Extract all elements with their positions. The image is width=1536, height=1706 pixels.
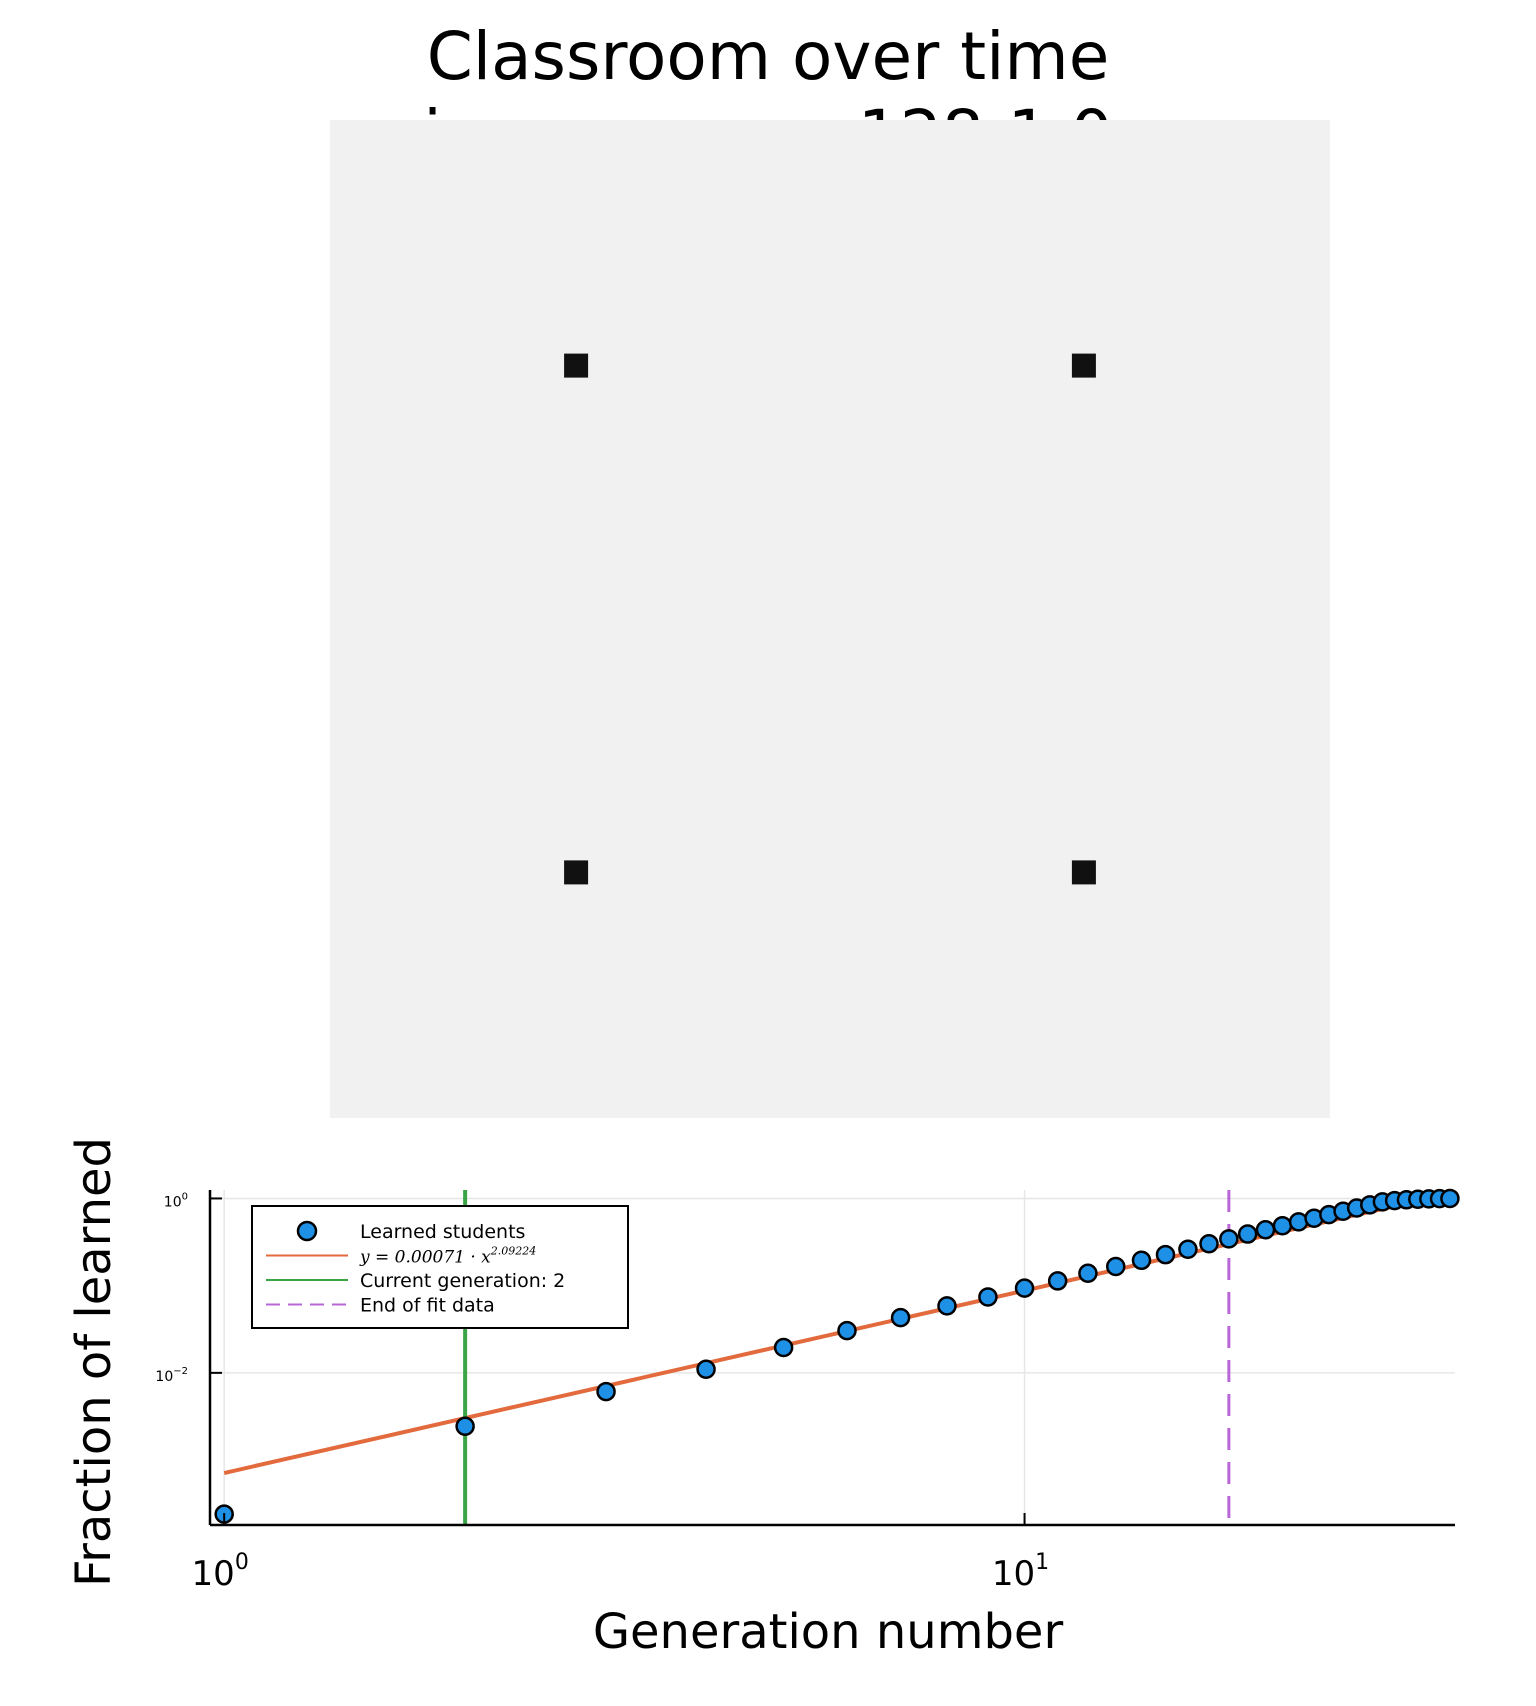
data-point: [1199, 1233, 1219, 1254]
classroom-grid: [330, 120, 1330, 1118]
data-point: [696, 1359, 716, 1380]
y-tick-label: 100: [164, 1191, 188, 1210]
x-tick-label: 101: [992, 1550, 1049, 1594]
data-point: [1237, 1224, 1258, 1244]
scatter-points-layer: [214, 1188, 1460, 1524]
y-tick-label: 10−2: [155, 1366, 188, 1385]
legend-label: Current generation: 2: [360, 1270, 565, 1292]
plot-axes: [208, 1190, 1455, 1527]
data-point: [1255, 1220, 1276, 1240]
learned-student-cell: [564, 353, 589, 378]
data-point: [1272, 1216, 1293, 1236]
legend-marker-scatter: [296, 1220, 318, 1242]
title-line-1: Classroom over time: [426, 18, 1110, 95]
legend-label: Learned students: [360, 1221, 525, 1243]
data-point: [1078, 1263, 1098, 1284]
data-point: [1155, 1244, 1176, 1265]
learned-student-cell: [1071, 353, 1096, 378]
data-point: [937, 1296, 957, 1316]
legend-label: End of fit data: [360, 1295, 495, 1317]
data-point: [1131, 1250, 1152, 1271]
data-point: [1014, 1278, 1035, 1298]
legend-label: y = 0.00071 · x2.09224: [359, 1245, 536, 1268]
plot-grid: [210, 1190, 1455, 1525]
data-point: [1288, 1212, 1309, 1232]
data-point: [1219, 1229, 1239, 1249]
data-point: [773, 1337, 794, 1358]
learned-student-cell: [564, 860, 589, 885]
y-axis-label: Fraction of learned: [66, 1137, 122, 1587]
data-point: [1178, 1239, 1198, 1259]
data-point: [1105, 1256, 1126, 1277]
data-point: [1047, 1271, 1068, 1291]
x-tick-label: 100: [192, 1550, 249, 1594]
data-point: [890, 1307, 911, 1328]
learned-student-cell: [1071, 860, 1096, 885]
x-axis-label: Generation number: [593, 1604, 1064, 1660]
data-point: [978, 1287, 998, 1307]
classroom-grid-canvas: [564, 353, 1096, 885]
data-point: [1440, 1188, 1460, 1209]
data-point: [837, 1320, 857, 1341]
data-point: [596, 1381, 616, 1402]
data-point: [455, 1416, 475, 1437]
tick-labels: 100 101 100 10−2: [155, 1191, 1049, 1594]
